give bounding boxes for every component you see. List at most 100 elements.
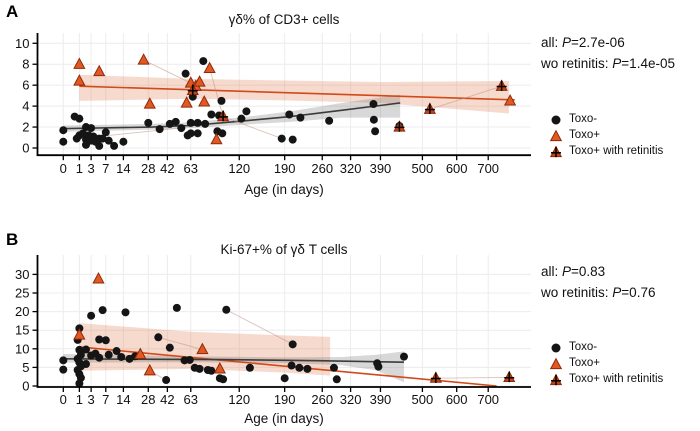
legend-item-toxo-neg: Toxo- [548,339,663,355]
connector-line [435,376,510,379]
legend-item-toxo-pos-retinitis: Toxo+ with retinitis [548,143,663,159]
data-point-toxo-neg [193,129,202,138]
connector-line [222,116,282,139]
stats-p-symbol: P [612,285,622,300]
x-tick-label: 14 [116,161,130,176]
connector-line [226,309,293,345]
data-point-toxo-neg [171,117,180,126]
data-point-toxo-neg [288,340,297,349]
x-tick-label: 190 [274,161,296,176]
data-point-toxo-pos [92,272,105,284]
stats-prefix: all: [541,35,563,50]
x-tick-label: 0 [60,392,67,407]
y-tick-label: 5 [22,360,29,375]
data-point-toxo-neg [101,128,110,137]
data-point-toxo-neg [399,352,408,361]
data-point-toxo-pos [143,363,156,376]
data-point-toxo-neg [119,137,128,146]
panel-a-label: A [6,2,19,21]
data-point-toxo-pos [73,74,86,86]
ci-band-toxo-pos [79,74,509,114]
data-point-toxo-neg [121,308,130,317]
x-tick-label: 3 [87,161,94,176]
stats-prefix: wo retinitis: [541,285,613,300]
y-tick-label: 15 [15,323,29,338]
legend-item-toxo-neg: Toxo- [548,111,663,127]
data-point-toxo-neg [186,129,195,138]
data-point-toxo-neg [117,352,126,361]
x-tick-label: 42 [160,161,174,176]
toxo-pos-retinitis-marker-icon [549,145,563,157]
y-tick-label: 10 [15,36,29,51]
stats-p-symbol: P [612,56,622,71]
data-point-toxo-neg [195,364,204,373]
data-point-toxo-neg [193,118,202,127]
y-tick-label: 4 [22,99,29,114]
data-point-toxo-pos [210,132,223,145]
panel-a-x-axis-title: Age (in days) [244,182,324,197]
data-point-toxo-neg [217,96,226,105]
x-tick-label: 390 [370,161,392,176]
stats-prefix: all: [541,264,563,279]
data-point-toxo-neg [75,379,84,388]
data-point-toxo-neg [374,362,383,371]
data-point-toxo-neg [87,124,96,133]
data-point-toxo-pos [143,97,156,109]
data-point-toxo-neg [82,360,91,369]
data-point-toxo-neg [207,366,216,375]
data-point-toxo-neg [329,363,338,372]
x-tick-label: 3 [87,392,94,407]
connector-line [429,85,502,110]
data-point-toxo-neg [219,375,228,384]
stats-p-symbol: P [562,264,572,279]
x-tick-label: 1 [76,161,83,176]
data-point-toxo-neg [369,115,378,124]
x-tick-label: 700 [477,161,499,176]
data-point-toxo-pos [503,94,517,106]
data-point-toxo-neg [325,116,334,125]
data-point-toxo-neg [59,137,68,146]
data-point-toxo-pos [93,64,106,77]
y-tick-label: 0 [22,379,29,394]
x-tick-label: 7 [102,161,109,176]
legend-marker-triangle [549,129,563,141]
x-tick-label: 28 [141,161,155,176]
legend-item-label: Toxo- [569,341,598,353]
data-point-toxo-neg [218,129,227,138]
data-point-toxo-pos [196,342,209,355]
data-point-toxo-neg [112,347,121,356]
data-point-toxo-neg [144,118,153,127]
connector-line [158,336,203,350]
data-point-toxo-pos [134,347,147,359]
data-point-toxo-neg [201,119,210,128]
data-point-toxo-neg [165,343,174,352]
y-tick-label: 0 [22,141,29,156]
data-point-toxo-neg [155,125,164,134]
data-point-toxo-pos [73,328,86,340]
legend-marker-triangle [549,357,563,369]
y-tick-label: 20 [15,304,29,319]
x-tick-label: 14 [116,392,130,407]
x-tick-label: 500 [412,161,434,176]
x-tick-label: 500 [412,392,434,407]
x-tick-label: 0 [60,161,67,176]
panel-a-stats-wo-retinitis: wo retinitis: P=1.4e-05 [541,53,675,74]
legend-item-label: Toxo- [569,113,598,125]
y-tick-label: 25 [15,286,29,301]
data-point-toxo-neg [237,114,246,123]
data-point-toxo-neg [95,141,104,150]
data-point-toxo-neg [186,118,195,127]
data-point-toxo-neg [59,365,68,374]
data-point-toxo-neg [277,134,286,143]
data-point-toxo-neg [101,336,110,345]
x-tick-label: 7 [102,392,109,407]
x-tick-label: 390 [370,392,392,407]
x-tick-label: 190 [274,392,296,407]
legend-item-label: Toxo+ [569,357,601,369]
data-point-toxo-neg [222,305,231,314]
data-point-toxo-pos [203,61,216,74]
data-point-toxo-neg [87,311,96,320]
x-tick-label: 1 [76,392,83,407]
panel-b-stats-all: all: P=0.83 [541,261,655,282]
x-tick-label: 63 [184,161,198,176]
